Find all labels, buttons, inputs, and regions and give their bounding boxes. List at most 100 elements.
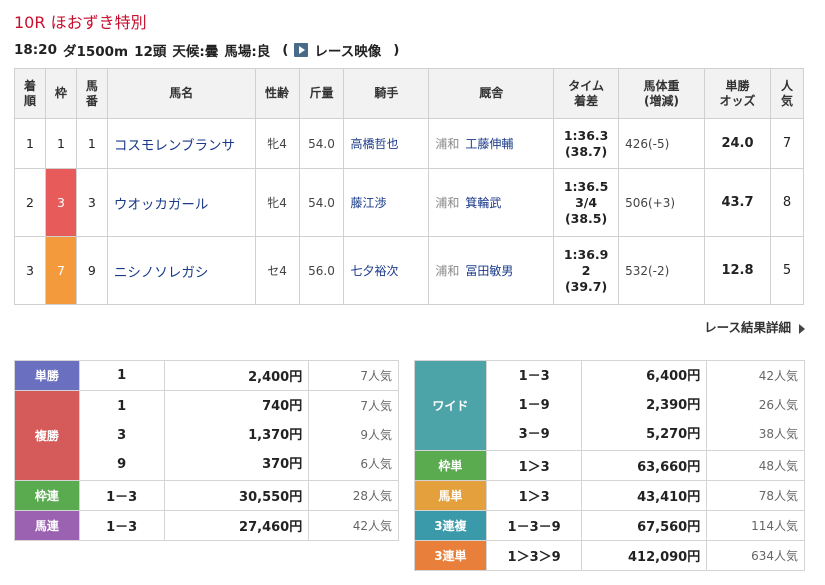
- bet-type-label: 枠連: [14, 480, 80, 511]
- sex-age: 牝4: [254, 118, 300, 169]
- sex-age: 牝4: [254, 168, 300, 237]
- header-sexage: 性齢: [254, 68, 300, 119]
- jockey-link[interactable]: 七夕裕次: [343, 236, 430, 305]
- frame-number: 1: [44, 118, 77, 169]
- video-paren-open: (: [282, 42, 289, 58]
- pop-line: 6人気: [360, 457, 392, 471]
- pop-line: 9人気: [360, 428, 392, 442]
- comb-line: 1－3: [518, 369, 550, 384]
- result-header-row: 着順 枠 馬番 馬名 性齢 斤量 騎手 厩舎 タイム 着差 馬体重 (増減) 単勝オ…: [14, 68, 805, 119]
- header-horse: 馬名: [106, 68, 256, 119]
- trainer-link[interactable]: 箕輪武: [465, 196, 502, 210]
- payout-amount: 67,560円: [581, 510, 708, 541]
- bet-combination: 1＞3: [485, 480, 583, 511]
- time-cell: 1:36.5 3/4 (38.5): [553, 168, 620, 237]
- bet-combination: 1－3: [78, 510, 165, 541]
- payout-row-sanrenpuku: 3連複 1－3－9 67,560円 114人気: [414, 510, 805, 541]
- header-stable: 厩舎: [428, 68, 555, 119]
- comb-line: 3－9: [518, 427, 550, 442]
- bet-type-label: 馬単: [414, 480, 487, 511]
- header-num: 馬番: [75, 68, 108, 119]
- horse-name-link[interactable]: ウオッカガール: [106, 168, 256, 237]
- payout-table-left: 単勝 1 2,400円 7人気 複勝 1 3 9 740円 1,370円 370…: [14, 360, 399, 541]
- comb-line: 1: [117, 399, 127, 414]
- header-jockey: 騎手: [343, 68, 430, 119]
- payout-row-umatan: 馬単 1＞3 43,410円 78人気: [414, 480, 805, 511]
- bet-type-label: ワイド: [414, 360, 487, 451]
- header-kinryo: 斤量: [298, 68, 345, 119]
- video-paren-close: ): [393, 42, 400, 58]
- payout-amount: 43,410円: [581, 480, 708, 511]
- amount-line: 5,270円: [646, 427, 701, 442]
- stable-cell: 浦和 箕輪武: [428, 168, 555, 237]
- stable-region: 浦和: [435, 137, 460, 151]
- payout-row-wakutan: 枠単 1＞3 63,660円 48人気: [414, 450, 805, 481]
- amount-line: 6,400円: [646, 369, 701, 384]
- amount-line: 370円: [262, 457, 303, 472]
- trainer-link[interactable]: 工藤伸輔: [465, 137, 514, 151]
- result-row: 1 1 1 コスモレンブランサ 牝4 54.0 高橋哲也 浦和 工藤伸輔 1:36…: [14, 118, 805, 169]
- payout-popularity: 48人気: [706, 450, 805, 481]
- pop-line: 42人気: [758, 369, 798, 383]
- last-3f: (38.5): [564, 210, 608, 226]
- payout-amount: 6,400円 2,390円 5,270円: [581, 360, 708, 451]
- payout-popularity: 78人気: [706, 480, 805, 511]
- bet-type-label: 3連単: [414, 540, 487, 571]
- bet-combination: 1－3－9: [485, 510, 583, 541]
- popularity: 7: [769, 118, 805, 169]
- body-weight: 532(-2): [618, 236, 706, 305]
- bet-combination: 1＞3＞9: [485, 540, 583, 571]
- payout-popularity: 634人気: [706, 540, 805, 571]
- jockey-link[interactable]: 高橋哲也: [343, 118, 430, 169]
- last-3f: (38.7): [564, 143, 608, 159]
- race-distance: ダ1500m: [62, 44, 129, 60]
- payout-amount: 2,400円: [163, 360, 310, 391]
- body-weight: 426(-5): [618, 118, 706, 169]
- bet-type-label: 馬連: [14, 510, 80, 541]
- comb-line: 1－9: [518, 398, 550, 413]
- payout-amount: 30,550円: [163, 480, 310, 511]
- stable-cell: 浦和 冨田敏男: [428, 236, 555, 305]
- header-time: タイム 着差: [553, 68, 620, 119]
- payout-popularity: 114人気: [706, 510, 805, 541]
- time-cell: 1:36.3 (38.7): [553, 118, 620, 169]
- detail-link-label: レース結果詳細: [704, 320, 791, 335]
- bet-type-label: 3連複: [414, 510, 487, 541]
- horse-number: 1: [75, 118, 108, 169]
- result-row: 3 7 9 ニシノソレガシ セ4 56.0 七夕裕次 浦和 冨田敏男 1:36.9…: [14, 236, 805, 305]
- finish-time: 1:36.5: [563, 178, 609, 194]
- kinryo: 56.0: [298, 236, 345, 305]
- horse-name-link[interactable]: コスモレンブランサ: [106, 118, 256, 169]
- horse-number: 9: [75, 236, 108, 305]
- race-title: 10R ほおずき特別: [14, 13, 147, 32]
- payout-amount: 740円 1,370円 370円: [163, 390, 310, 481]
- kinryo: 54.0: [298, 168, 345, 237]
- horse-name-link[interactable]: ニシノソレガシ: [106, 236, 256, 305]
- payout-row-umaren: 馬連 1－3 27,460円 42人気: [14, 510, 399, 541]
- win-odds: 24.0: [704, 118, 771, 169]
- trainer-link[interactable]: 冨田敏男: [465, 264, 514, 278]
- bet-combination: 1－3: [78, 480, 165, 511]
- rank: 3: [14, 236, 46, 305]
- sex-age: セ4: [254, 236, 300, 305]
- payout-popularity: 28人気: [308, 480, 399, 511]
- rank: 2: [14, 168, 46, 237]
- race-info: 18:20 ダ1500m 12頭 天候:曇 馬場:良 ( レース映像 ): [14, 40, 405, 60]
- bet-type-label: 単勝: [14, 360, 80, 391]
- comb-line: 3: [117, 428, 127, 443]
- stable-region: 浦和: [435, 196, 460, 210]
- popularity: 5: [769, 236, 805, 305]
- race-result-detail-link[interactable]: レース結果詳細: [704, 317, 805, 336]
- header-pop: 人気: [769, 68, 805, 119]
- header-frame: 枠: [44, 68, 77, 119]
- race-video-link[interactable]: レース映像: [294, 40, 387, 60]
- comb-line: 9: [117, 457, 127, 472]
- frame-number: 3: [44, 168, 77, 237]
- jockey-link[interactable]: 藤江渉: [343, 168, 430, 237]
- last-3f: (39.7): [564, 278, 608, 294]
- race-weather: 天候:曇: [172, 44, 219, 60]
- margin: 2: [581, 262, 591, 278]
- payout-popularity: 42人気 26人気 38人気: [706, 360, 805, 451]
- pop-line: 38人気: [758, 427, 798, 441]
- win-odds: 12.8: [704, 236, 771, 305]
